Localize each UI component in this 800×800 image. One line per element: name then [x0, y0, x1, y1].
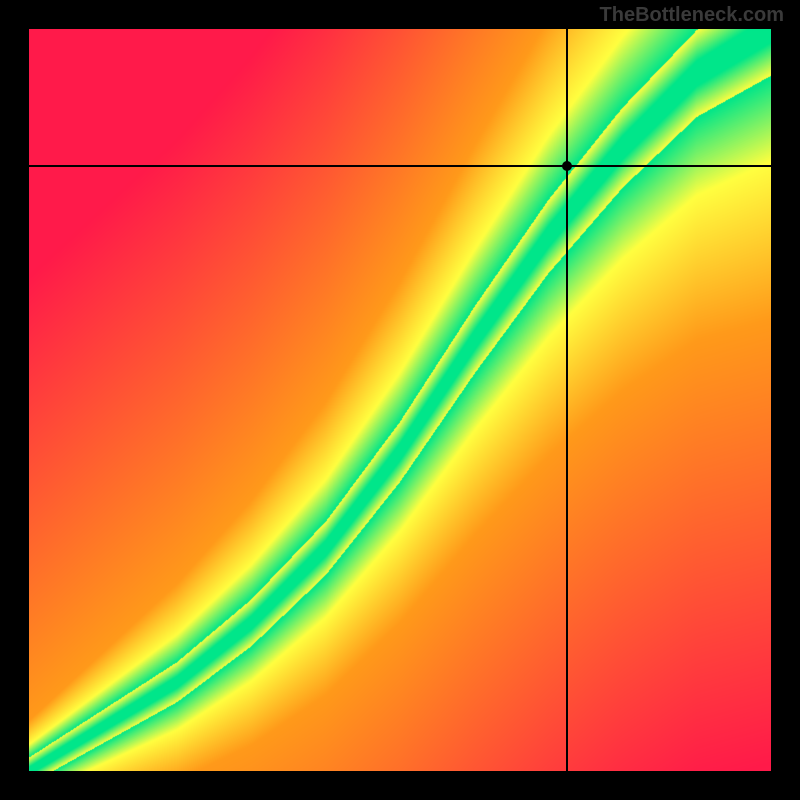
watermark-text: TheBottleneck.com [600, 4, 784, 27]
crosshair-dot [562, 161, 572, 171]
heatmap-plot [29, 29, 771, 771]
crosshair-horizontal [29, 165, 771, 167]
crosshair-vertical [566, 29, 568, 771]
heatmap-canvas [29, 29, 771, 771]
